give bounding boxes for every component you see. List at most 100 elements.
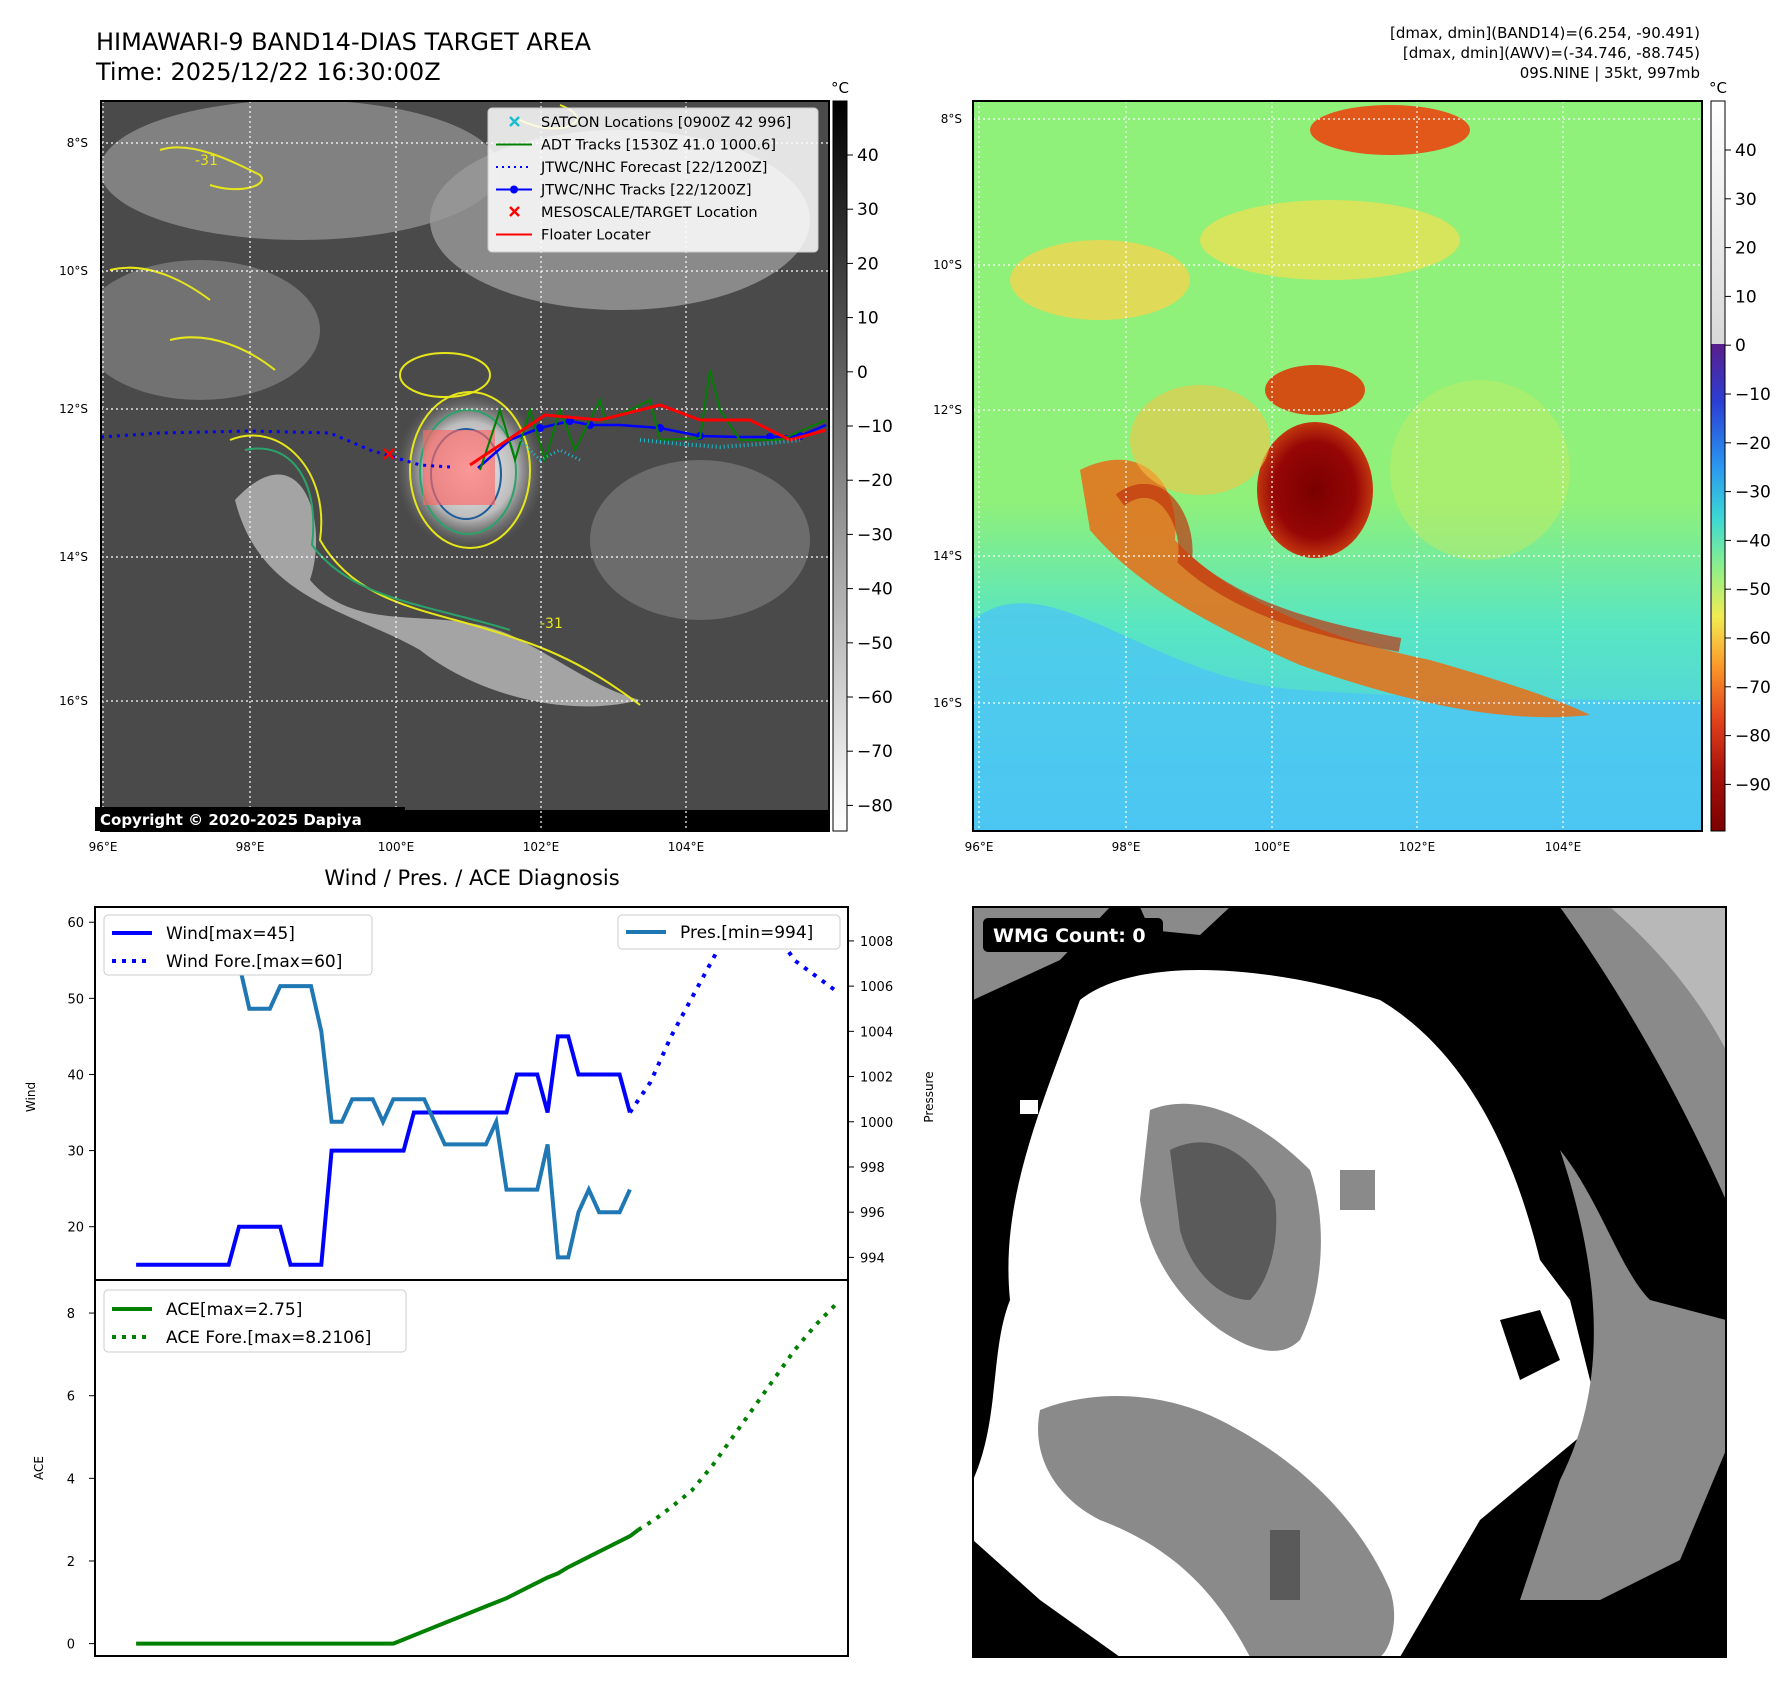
wind-tick-label: 20 (67, 1221, 84, 1236)
ir-colorbar-unit: °C (831, 79, 849, 97)
jtwc-forecast-track (101, 429, 451, 469)
awv-map-panel: 8°S 10°S 12°S 14°S 16°S 96°E 98°E 100°E 102°E 10… (933, 79, 1771, 854)
ir-latitude-labels: 8°S 10°S 12°S 14°S 16°S (59, 136, 88, 708)
pressure-y-ticks: 994 996 998 1000 1002 1004 1006 1008 (848, 935, 893, 1266)
lon-label: 104°E (1545, 840, 1582, 854)
legend-label: SATCON Locations [0900Z 42 996] (541, 115, 791, 131)
wmg-imagery (973, 907, 1726, 1657)
pressure-tick-label: 1008 (860, 935, 893, 950)
legend-entry: SATCON Locations [0900Z 42 996] (509, 115, 791, 131)
wind-tick-label: 40 (67, 1068, 84, 1083)
pressure-tick-label: 1004 (860, 1025, 893, 1040)
pressure-tick-label: 1000 (860, 1116, 893, 1131)
ir-colorbar-tick: −50 (857, 634, 893, 654)
series-line-0 (136, 1034, 632, 1267)
legend-label: ADT Tracks [1530Z 41.0 1000.6] (541, 138, 776, 154)
ir-colorbar-tick: −80 (857, 796, 893, 816)
lon-label: 104°E (668, 840, 705, 854)
ace-tick-label: 0 (67, 1638, 75, 1653)
wmg-count-badge (983, 918, 1163, 952)
wind-tick-label: 60 (67, 916, 84, 931)
awv-colorbar-tick: −90 (1735, 775, 1771, 795)
ir-colorbar-tick: −70 (857, 742, 893, 762)
band14-range: [dmax, dmin](BAND14)=(6.254, -90.491) (1390, 24, 1700, 42)
ace-legend: ACE[max=2.75] ACE Fore.[max=8.2106] (103, 1289, 407, 1353)
awv-colorbar-tick: 0 (1735, 336, 1746, 356)
ace-series-line-0 (136, 1528, 640, 1646)
lon-label: 96°E (89, 840, 118, 854)
floater-box (423, 430, 495, 505)
ir-colorbar-tick: 0 (857, 363, 868, 383)
ir-colorbar-tick: 30 (857, 200, 879, 220)
wmg-panel: WMG Count: 0 (972, 906, 1727, 1658)
pressure-tick-label: 996 (860, 1206, 885, 1221)
diagnosis-title: Wind / Pres. / ACE Diagnosis (324, 866, 619, 890)
floater-track (469, 403, 827, 467)
copyright-box (95, 807, 405, 831)
legend-wind-forecast: Wind Fore.[max=60] (166, 952, 342, 972)
lon-label: 98°E (236, 840, 265, 854)
awv-colorbar-tick: −20 (1735, 434, 1771, 454)
ir-colorbar-tick: 10 (857, 309, 879, 329)
pressure-tick-label: 1006 (860, 980, 893, 995)
lat-label: 12°S (933, 403, 962, 417)
pressure-tick-label: 994 (860, 1251, 885, 1266)
lat-label: 14°S (933, 549, 962, 563)
wind-tick-label: 30 (67, 1145, 84, 1160)
ir-contour-label-2: -31 (540, 616, 563, 632)
ir-map-panel: -31 -31 Copyright © 2020-2025 Dapiya SAT… (59, 79, 893, 854)
figure-title: HIMAWARI-9 BAND14-DIAS TARGET AREA (96, 28, 592, 56)
awv-colorbar-tick: −30 (1735, 483, 1771, 503)
awv-colorbar-tick: 30 (1735, 190, 1757, 210)
legend-label: JTWC/NHC Tracks [22/1200Z] (540, 183, 752, 199)
lat-label: 10°S (59, 264, 88, 278)
figure-time: Time: 2025/12/22 16:30:00Z (95, 58, 441, 86)
storm-info: 09S.NINE | 35kt, 997mb (1520, 64, 1700, 82)
awv-latitude-labels: 8°S 10°S 12°S 14°S 16°S (933, 112, 962, 710)
legend-ace: ACE[max=2.75] (166, 1300, 302, 1320)
lat-label: 16°S (59, 694, 88, 708)
ir-colorbar-tick: −10 (857, 417, 893, 437)
ace-tick-label: 4 (67, 1472, 75, 1487)
pressure-axis-label: Pressure (922, 1071, 936, 1122)
lon-label: 98°E (1112, 840, 1141, 854)
lon-label: 102°E (1399, 840, 1436, 854)
legend-entry: Floater Locater (496, 228, 650, 244)
ir-contour-label: -31 (195, 153, 218, 169)
legend-entry: JTWC/NHC Tracks [22/1200Z] (496, 183, 752, 199)
ace-y-ticks: 0 2 4 6 8 (67, 1307, 95, 1653)
legend-wind: Wind[max=45] (166, 924, 295, 944)
target-location-marker (383, 448, 395, 460)
pressure-tick-label: 1002 (860, 1071, 893, 1086)
wind-y-ticks: 20 30 40 50 60 (67, 916, 95, 1236)
ace-tick-label: 2 (67, 1555, 75, 1570)
awv-colorbar-tick: −10 (1735, 385, 1771, 405)
copyright-text: Copyright © 2020-2025 Dapiya (100, 811, 362, 829)
awv-imagery (973, 101, 1702, 831)
ir-colorbar-tick: −30 (857, 525, 893, 545)
legend-label: JTWC/NHC Forecast [22/1200Z] (540, 160, 767, 176)
legend-entry: ADT Tracks [1530Z 41.0 1000.6] (496, 138, 776, 154)
awv-colorbar-positive (1711, 101, 1725, 344)
legend-ace-forecast: ACE Fore.[max=8.2106] (166, 1328, 371, 1348)
lon-label: 96°E (965, 840, 994, 854)
awv-colorbar-unit: °C (1709, 79, 1727, 97)
awv-colorbar-tick: −50 (1735, 580, 1771, 600)
ace-series-line-1 (637, 1303, 838, 1532)
pressure-tick-label: 998 (860, 1161, 885, 1176)
lon-label: 102°E (523, 840, 560, 854)
lat-label: 12°S (59, 402, 88, 416)
wind-axis-label: Wind (24, 1082, 38, 1112)
lat-label: 14°S (59, 550, 88, 564)
wind-pressure-chart: Wind / Pres. / ACE Diagnosis 2030405060 … (24, 866, 936, 1281)
lat-label: 16°S (933, 696, 962, 710)
lat-label: 8°S (67, 136, 88, 150)
ir-colorbar-tick: 20 (857, 254, 879, 274)
awv-colorbar-tick: 40 (1735, 141, 1757, 161)
awv-colorbar-tick: −40 (1735, 531, 1771, 551)
wind-tick-label: 50 (67, 992, 84, 1007)
ace-chart: 0 2 4 6 8 ACE ACE[max=2.75] ACE Fore.[max=8.… (32, 1279, 849, 1657)
legend-pressure: Pres.[min=994] (680, 923, 813, 943)
awv-colorbar-tick: 10 (1735, 287, 1757, 307)
